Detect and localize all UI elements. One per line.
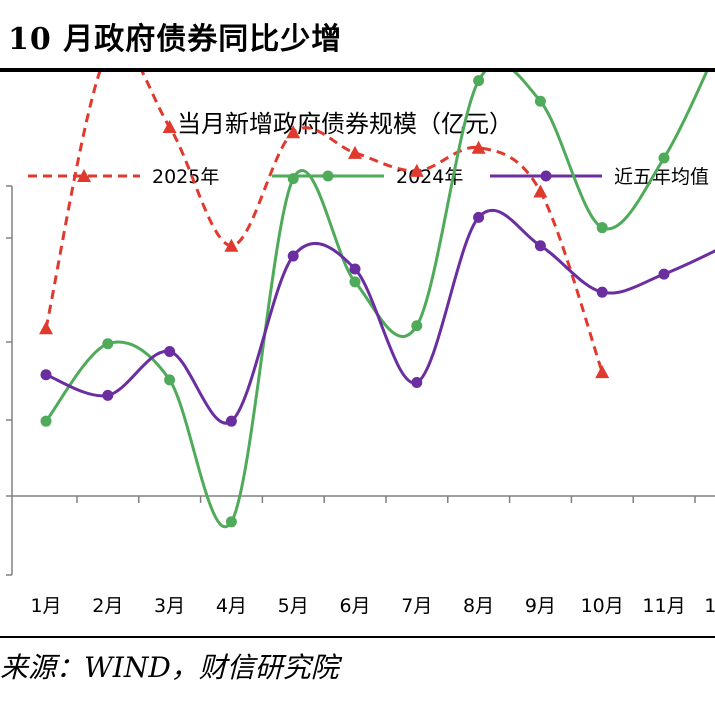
- legend-marker-triangle: [77, 169, 91, 182]
- data-point-circle: [596, 222, 608, 234]
- series-line: [44, 72, 709, 528]
- legend-label: 近五年均值: [614, 166, 709, 188]
- x-tick-label: 8月: [463, 595, 494, 617]
- data-point-circle: [102, 389, 114, 401]
- x-tick-label: 5月: [278, 595, 309, 617]
- data-point-circle: [40, 415, 52, 427]
- data-point-circle: [473, 211, 485, 223]
- x-tick-label: 3月: [154, 595, 185, 617]
- source-note: 来源：WIND，财信研究院: [0, 651, 339, 684]
- data-point-circle: [102, 338, 114, 350]
- data-point-triangle: [162, 120, 177, 134]
- data-point-circle: [534, 95, 546, 107]
- data-point-circle: [164, 346, 176, 358]
- data-point-circle: [411, 376, 423, 388]
- legend-marker-circle: [322, 170, 334, 182]
- data-point-circle: [411, 320, 423, 332]
- data-point-triangle: [348, 145, 362, 159]
- data-point-circle: [40, 369, 52, 381]
- x-tick-label: 4月: [216, 595, 247, 617]
- data-point-triangle: [595, 365, 610, 379]
- data-point-circle: [225, 415, 237, 427]
- chart-series: [39, 72, 715, 528]
- data-point-circle: [349, 263, 361, 275]
- x-tick-label: 6月: [339, 595, 370, 617]
- data-point-circle: [658, 268, 670, 280]
- data-point-triangle: [286, 125, 301, 139]
- data-point-circle: [658, 152, 670, 164]
- data-point-circle: [349, 276, 361, 288]
- line-chart: 当月新增政府债券规模（亿元） 2025年 2024年 近五年均值 1月 2月 3月 4月 5…: [6, 72, 715, 617]
- page-heading: 10 月政府债券同比少增: [8, 22, 343, 57]
- x-tick-label: 2月: [92, 595, 123, 617]
- x-tick-label: 12月: [704, 595, 715, 617]
- data-point-circle: [534, 240, 546, 252]
- data-point-circle: [596, 286, 608, 298]
- x-tick-label: 7月: [401, 595, 432, 617]
- data-point-circle: [287, 250, 299, 262]
- data-point-circle: [287, 173, 299, 185]
- chart-axes: [6, 185, 715, 576]
- bottom-rule: [0, 636, 715, 638]
- data-point-triangle: [224, 238, 239, 252]
- x-tick-label: 9月: [525, 595, 556, 617]
- top-rule: [0, 68, 715, 72]
- x-tick-label: 10月: [581, 595, 624, 617]
- legend-marker-circle: [540, 170, 552, 182]
- x-tick-labels: 1月 2月 3月 4月 5月 6月 7月 8月 9月 10月 11月 12月: [30, 595, 715, 617]
- chart-legend: 2025年 2024年 近五年均值: [28, 166, 709, 188]
- data-point-circle: [164, 374, 176, 386]
- data-point-circle: [225, 516, 237, 528]
- x-tick-label: 11月: [642, 595, 685, 617]
- legend-label: 2025年: [152, 166, 219, 188]
- x-tick-label: 1月: [30, 595, 61, 617]
- data-point-circle: [473, 75, 485, 87]
- chart-title: 当月新增政府债券规模（亿元）: [177, 110, 513, 138]
- data-point-triangle: [39, 321, 53, 335]
- data-point-triangle: [471, 140, 486, 154]
- data-point-triangle: [533, 184, 548, 198]
- data-point-triangle: [409, 163, 424, 177]
